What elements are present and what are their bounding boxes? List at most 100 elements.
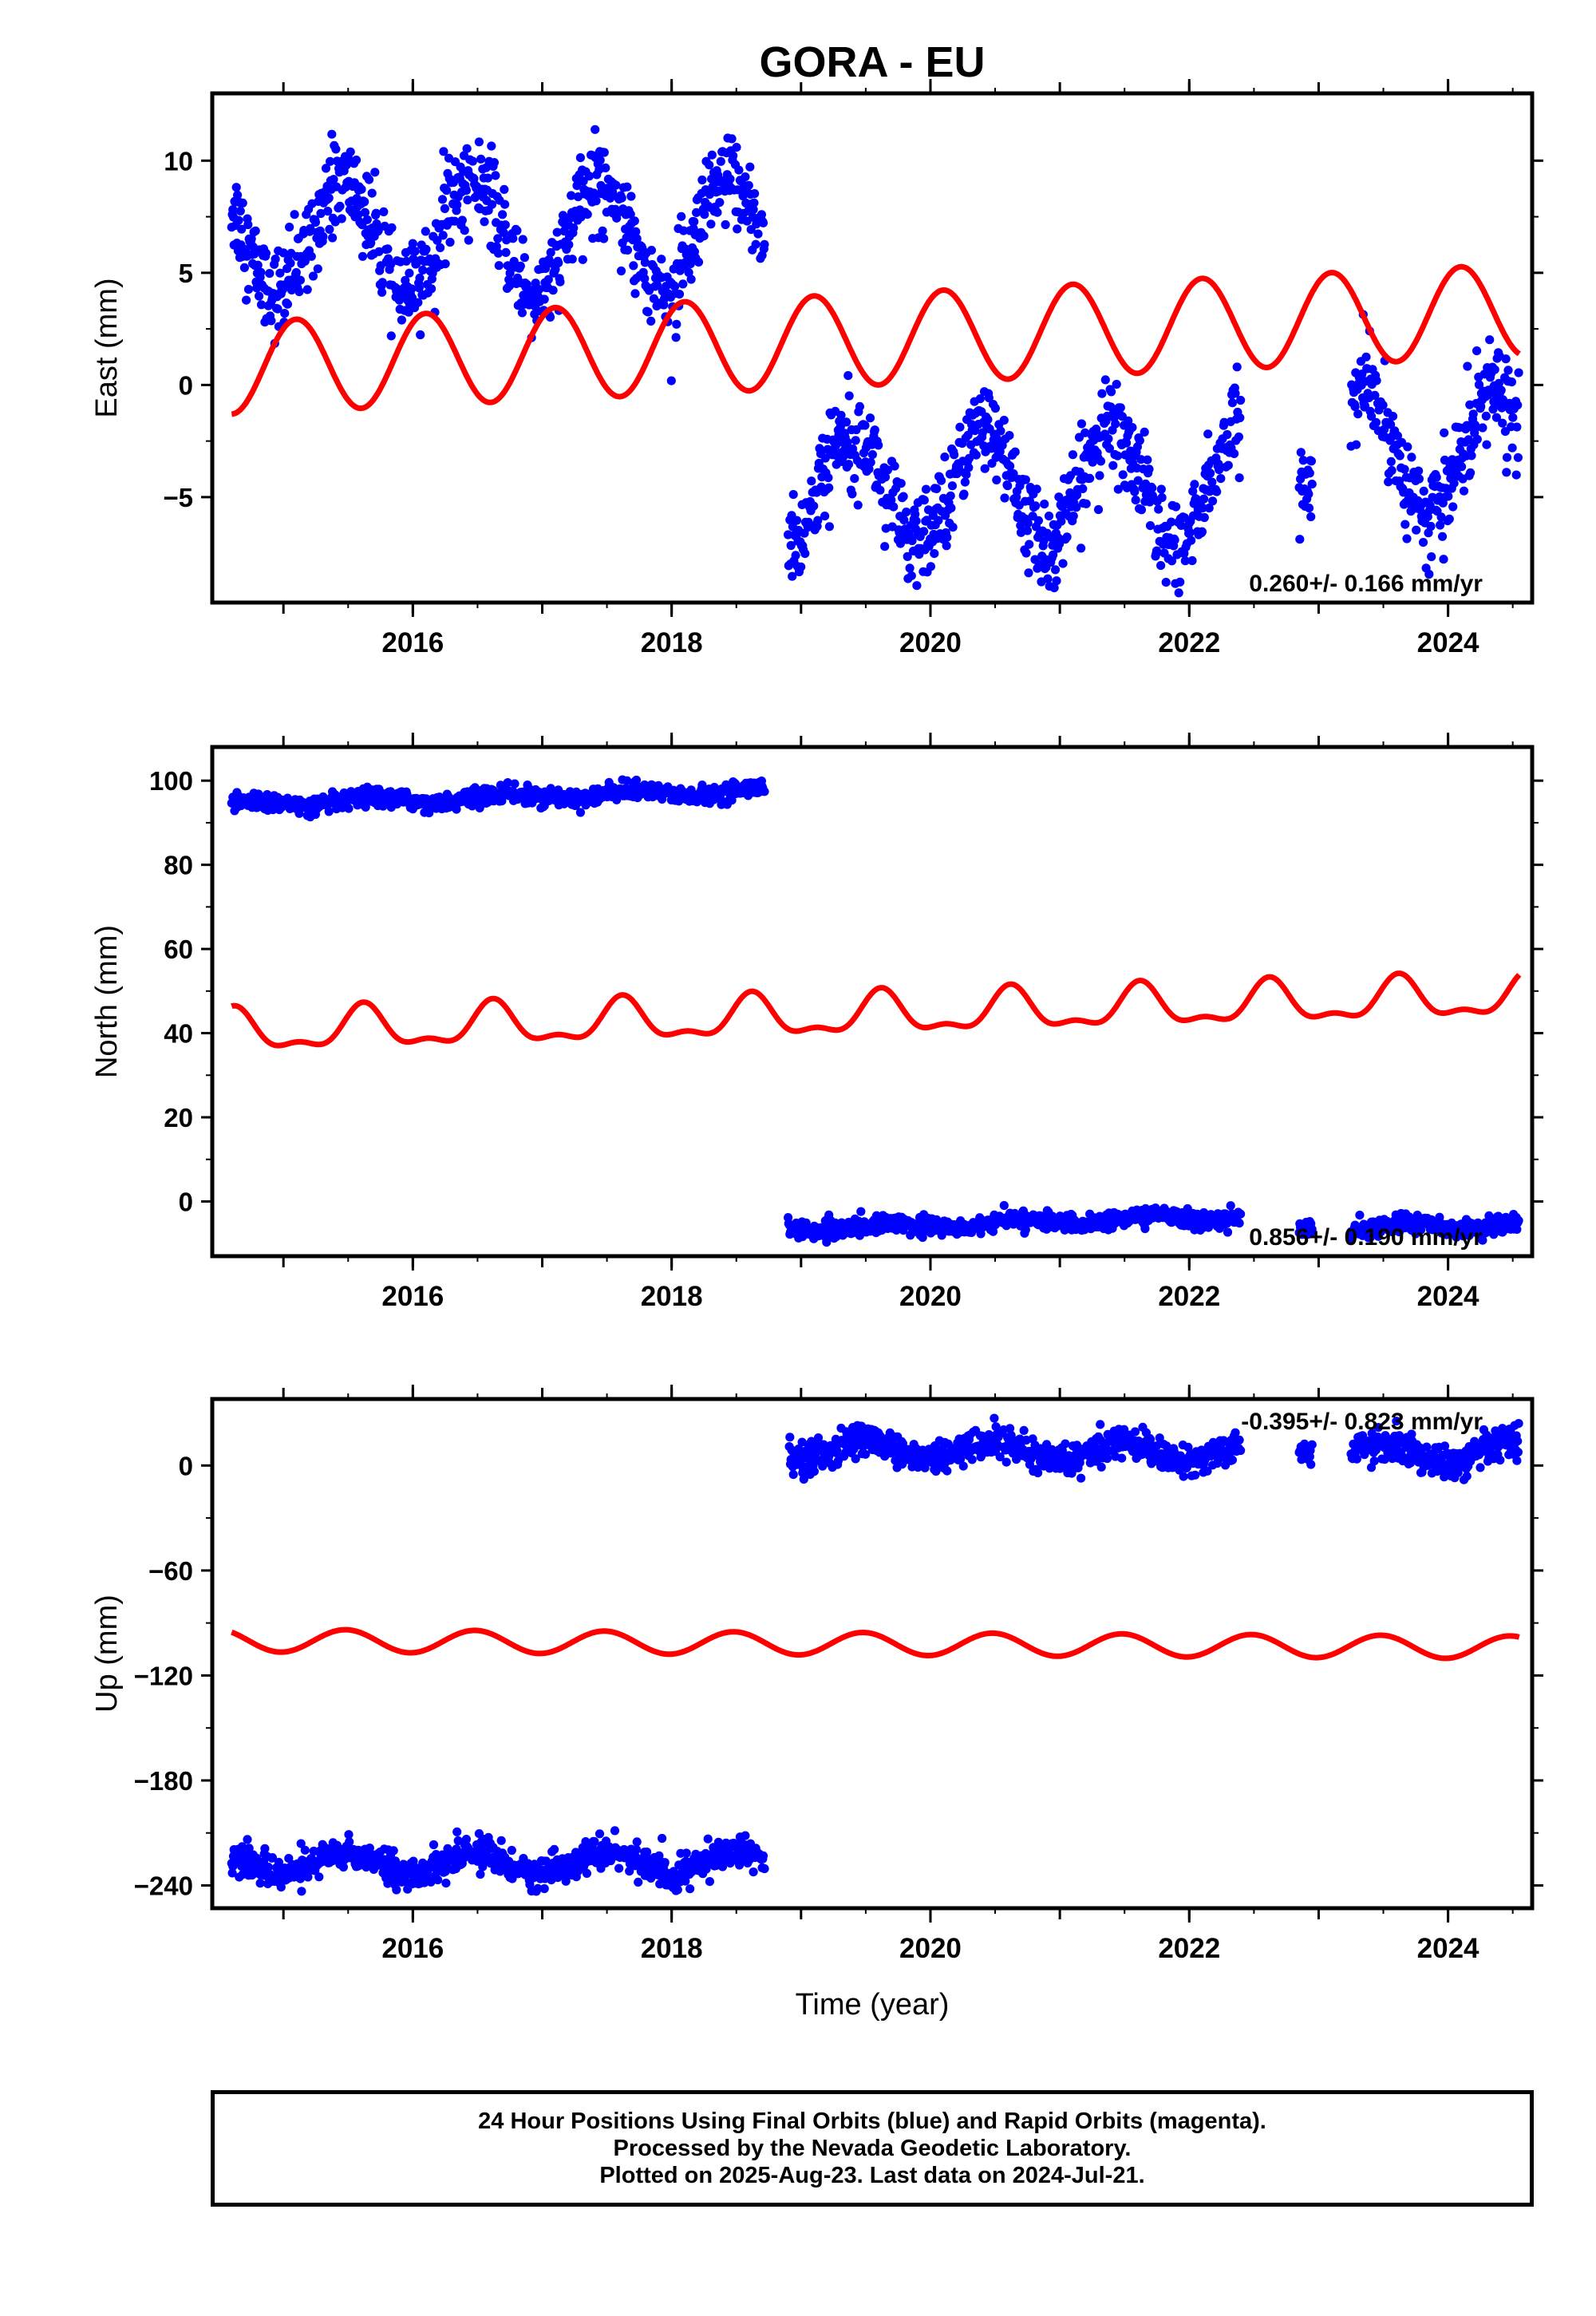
observation-point xyxy=(646,246,657,255)
observation-point xyxy=(1378,401,1388,410)
observation-point xyxy=(657,255,666,264)
observation-point xyxy=(1227,398,1237,408)
observation-point xyxy=(1370,390,1380,400)
observation-point xyxy=(855,401,864,411)
observation-point xyxy=(678,279,688,289)
observation-point xyxy=(1468,409,1478,419)
observation-point xyxy=(545,312,555,322)
observation-point xyxy=(851,1454,860,1464)
observation-point xyxy=(1513,401,1523,410)
observation-point xyxy=(999,416,1009,425)
observation-point xyxy=(309,1846,318,1856)
observation-point xyxy=(1386,456,1396,467)
observation-point xyxy=(1199,494,1209,504)
observation-point xyxy=(487,200,497,209)
observation-point xyxy=(367,188,377,198)
observation-point xyxy=(516,261,525,271)
observation-point xyxy=(1113,484,1123,494)
observation-point xyxy=(1305,468,1314,478)
observation-point xyxy=(1304,489,1314,499)
observation-point xyxy=(493,234,503,243)
observation-point xyxy=(1176,520,1186,531)
observation-point xyxy=(1424,569,1434,579)
observation-point xyxy=(1111,419,1120,429)
observation-point xyxy=(836,410,846,420)
observation-point xyxy=(1185,528,1195,538)
observation-point xyxy=(610,1826,620,1836)
observation-point xyxy=(487,141,496,151)
observation-point xyxy=(1403,442,1412,452)
observation-point xyxy=(1144,464,1154,474)
observation-point xyxy=(1435,1212,1444,1222)
observation-point xyxy=(1118,470,1128,480)
observation-point xyxy=(1472,346,1482,356)
observation-point xyxy=(567,255,577,264)
observation-point xyxy=(290,210,299,219)
observation-point xyxy=(850,474,859,484)
observation-point xyxy=(1096,1462,1106,1472)
observation-point xyxy=(1298,456,1308,465)
observation-point xyxy=(1157,492,1167,503)
x-tick-label: 2022 xyxy=(1158,1281,1220,1312)
observation-point xyxy=(354,210,363,219)
observation-point xyxy=(374,247,384,256)
observation-point xyxy=(519,253,530,263)
observation-point xyxy=(1100,375,1110,385)
observation-point xyxy=(934,516,943,525)
observation-point xyxy=(1180,556,1190,566)
observation-point xyxy=(324,193,334,203)
observation-point xyxy=(491,171,500,180)
observation-point xyxy=(634,1877,643,1887)
observation-point xyxy=(1471,423,1480,433)
observation-point xyxy=(1215,464,1224,475)
observation-point xyxy=(360,197,369,207)
observation-point xyxy=(1102,1453,1112,1464)
observation-point xyxy=(546,247,555,257)
observation-point xyxy=(905,563,915,573)
observation-point xyxy=(483,173,493,183)
plot-frame xyxy=(210,91,1535,605)
observation-point xyxy=(335,201,345,211)
observation-point xyxy=(670,282,680,291)
observation-point xyxy=(1414,466,1424,476)
observation-point xyxy=(940,453,950,462)
observation-point xyxy=(1484,1211,1494,1220)
observation-point xyxy=(476,1869,485,1879)
observation-point xyxy=(1507,443,1517,453)
observation-point xyxy=(575,153,586,163)
observation-point xyxy=(331,144,341,154)
observation-point xyxy=(463,196,472,205)
x-tick-label: 2024 xyxy=(1417,627,1479,658)
observation-point xyxy=(1187,536,1196,545)
observation-point xyxy=(1236,1209,1246,1219)
observation-point xyxy=(267,1853,277,1863)
observation-point xyxy=(758,218,768,227)
observation-point xyxy=(478,1862,488,1871)
observation-point xyxy=(729,151,738,160)
observation-point xyxy=(1190,480,1199,489)
observation-point xyxy=(616,266,626,276)
observation-point xyxy=(500,220,510,230)
observation-point xyxy=(598,226,607,235)
observation-point xyxy=(1093,504,1104,515)
observation-point xyxy=(489,158,500,168)
observation-point xyxy=(653,281,662,290)
observation-point xyxy=(760,239,769,249)
observation-point xyxy=(1068,450,1077,460)
observation-point xyxy=(1039,536,1049,546)
observation-point xyxy=(243,219,253,230)
observation-point xyxy=(421,244,431,254)
observation-point xyxy=(427,284,437,294)
observation-point xyxy=(1481,411,1491,421)
observation-point xyxy=(749,1867,758,1877)
observation-point xyxy=(324,807,334,816)
observation-point xyxy=(371,208,381,218)
observation-point xyxy=(1371,417,1381,427)
observation-point xyxy=(843,437,852,447)
observation-points xyxy=(227,1413,1523,1896)
observation-point xyxy=(1112,379,1121,389)
observation-point xyxy=(727,134,737,144)
observation-point xyxy=(498,210,508,219)
observation-point xyxy=(699,231,709,241)
